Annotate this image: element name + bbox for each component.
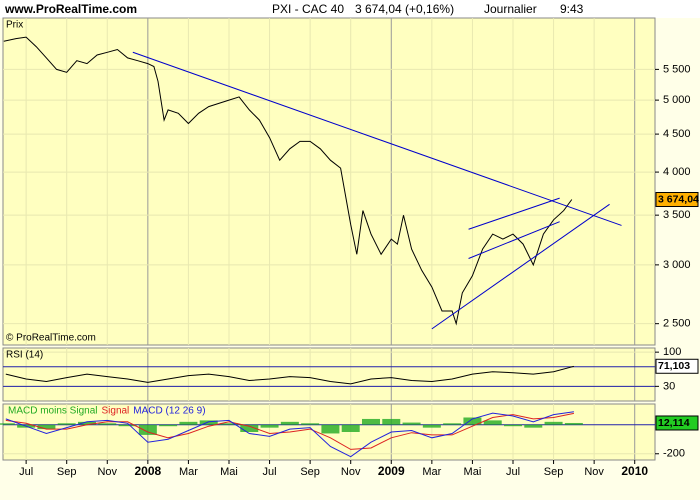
hist-bar	[402, 422, 421, 425]
y-tick-label: -200	[663, 448, 685, 460]
hist-bar	[443, 423, 462, 425]
trendline	[431, 203, 610, 330]
header-bar	[0, 0, 700, 18]
x-tick-label: Sep	[544, 466, 564, 478]
hist-bar	[544, 421, 563, 425]
hist-bar	[463, 417, 482, 425]
hist-bar	[503, 424, 522, 427]
hist-bar	[159, 424, 178, 427]
hist-bar	[260, 424, 279, 428]
x-tick-label: 2010	[621, 464, 648, 478]
legend-entry: MACD (12 26 9)	[133, 406, 205, 417]
y-tick-label: 2 500	[663, 318, 691, 330]
x-tick-label: Sep	[57, 466, 77, 478]
hist-bar	[98, 423, 117, 425]
hist-bar	[483, 420, 502, 425]
last-value-label: 3 674,04	[658, 193, 699, 205]
hist-bar	[564, 422, 583, 425]
x-tick-label: Jul	[506, 466, 520, 478]
panel	[2, 17, 656, 346]
quote: 3 674,04 (+0,16%)	[355, 2, 454, 16]
hist-bar	[382, 418, 401, 425]
hist-bar	[138, 424, 157, 435]
hist-bar	[422, 424, 441, 428]
y-tick-label: 100	[663, 346, 681, 358]
macd-line	[5, 411, 574, 458]
x-tick-label: Mar	[422, 466, 441, 478]
legend-entry: Signal	[101, 406, 129, 417]
last-value-box	[655, 415, 699, 431]
hist-bar	[0, 423, 15, 425]
y-tick-label: 3 000	[663, 259, 691, 271]
hist-bar	[524, 424, 543, 428]
hist-bar	[341, 424, 360, 432]
hist-bar	[57, 423, 76, 425]
hist-bar	[280, 421, 299, 425]
period: Journalier	[484, 2, 537, 16]
panel	[2, 347, 656, 402]
site: www.ProRealTime.com	[4, 2, 137, 16]
x-tick-label: Sep	[300, 466, 320, 478]
footer: © ProRealTime.com	[6, 333, 96, 344]
last-value-box	[655, 192, 699, 208]
trendline	[468, 197, 560, 230]
hist-bar	[199, 420, 218, 425]
macd-line	[5, 412, 574, 450]
y-tick-label: 4 000	[663, 166, 691, 178]
trendline	[132, 51, 622, 226]
last-value-label: 12,114	[658, 417, 690, 429]
y-tick-label: 3 500	[663, 209, 691, 221]
x-tick-label: Jul	[263, 466, 277, 478]
hist-bar	[37, 424, 56, 430]
x-tick-label: Jul	[19, 466, 33, 478]
panel-title: RSI (14)	[6, 350, 43, 361]
x-tick-label: Mai	[464, 466, 482, 478]
x-tick-label: Nov	[97, 466, 117, 478]
instrument: PXI - CAC 40	[272, 2, 344, 16]
y-tick-label: 30	[663, 380, 675, 392]
x-tick-label: Mar	[179, 466, 198, 478]
last-value-box	[655, 358, 699, 374]
panel-title: Prix	[6, 20, 23, 31]
hist-bar	[118, 424, 137, 427]
trendline	[468, 221, 560, 259]
legend-entry: MACD moins Signal	[8, 406, 97, 417]
y-tick-label: 4 500	[663, 128, 691, 140]
last-value-label: 71,103	[658, 360, 690, 372]
y-tick-label: 5 000	[663, 94, 691, 106]
x-tick-label: 2008	[134, 464, 161, 478]
hist-bar	[321, 424, 340, 434]
x-tick-label: Nov	[584, 466, 604, 478]
x-tick-label: Nov	[341, 466, 361, 478]
x-tick-label: Mai	[220, 466, 238, 478]
time: 9:43	[560, 2, 584, 16]
hist-bar	[77, 421, 96, 425]
price-line	[5, 365, 575, 385]
hist-bar	[240, 424, 259, 432]
x-tick-label: 2009	[378, 464, 405, 478]
hist-bar	[361, 418, 380, 425]
y-tick-label: 5 500	[663, 63, 691, 75]
hist-bar	[219, 423, 238, 425]
price-line	[3, 36, 573, 326]
hist-bar	[179, 421, 198, 425]
hist-bar	[301, 423, 320, 425]
